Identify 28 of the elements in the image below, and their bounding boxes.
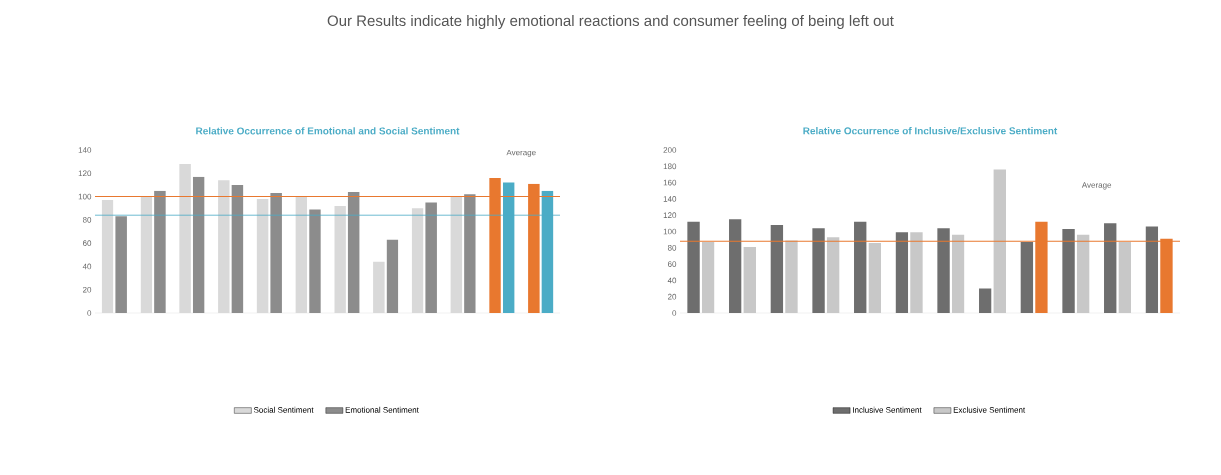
- legend-label: Exclusive Sentiment: [953, 406, 1026, 413]
- annotation: Average: [1081, 182, 1112, 190]
- y-tick-label: 100: [663, 228, 677, 235]
- y-tick-label: 200: [663, 147, 677, 153]
- legend-label: Emotional Sentiment: [345, 406, 419, 413]
- y-tick-label: 80: [82, 217, 92, 223]
- y-tick-label: 0: [672, 310, 677, 316]
- legend-label: Social Sentiment: [253, 406, 314, 413]
- y-tick-label: 120: [78, 170, 92, 177]
- y-tick-label: 40: [667, 277, 677, 284]
- y-tick-label: 60: [667, 261, 677, 267]
- y-tick-label: 100: [78, 193, 92, 200]
- annotation: Average: [506, 149, 536, 157]
- y-tick-label: 40: [82, 263, 92, 270]
- y-tick-label: 140: [663, 196, 677, 202]
- y-tick-label: 120: [663, 212, 677, 219]
- y-tick-label: 160: [663, 179, 677, 186]
- y-tick-label: 20: [82, 286, 92, 293]
- legend-label: Inclusive Sentiment: [853, 406, 922, 413]
- text: Our Results indicate highly emotional reactions and consumer feeling of being left out: [327, 15, 894, 29]
- y-tick-label: 140: [78, 147, 92, 153]
- chart-title: Relative Occurrence of Inclusive/Exclusive Sentiment: [803, 127, 1058, 135]
- y-tick-label: 180: [663, 163, 677, 170]
- y-tick-label: 0: [87, 310, 92, 316]
- chart-title: Relative Occurrence of Emotional and Social Sentiment: [196, 127, 460, 135]
- y-tick-label: 80: [667, 244, 677, 251]
- y-tick-label: 20: [667, 293, 677, 300]
- y-tick-label: 60: [82, 240, 92, 246]
